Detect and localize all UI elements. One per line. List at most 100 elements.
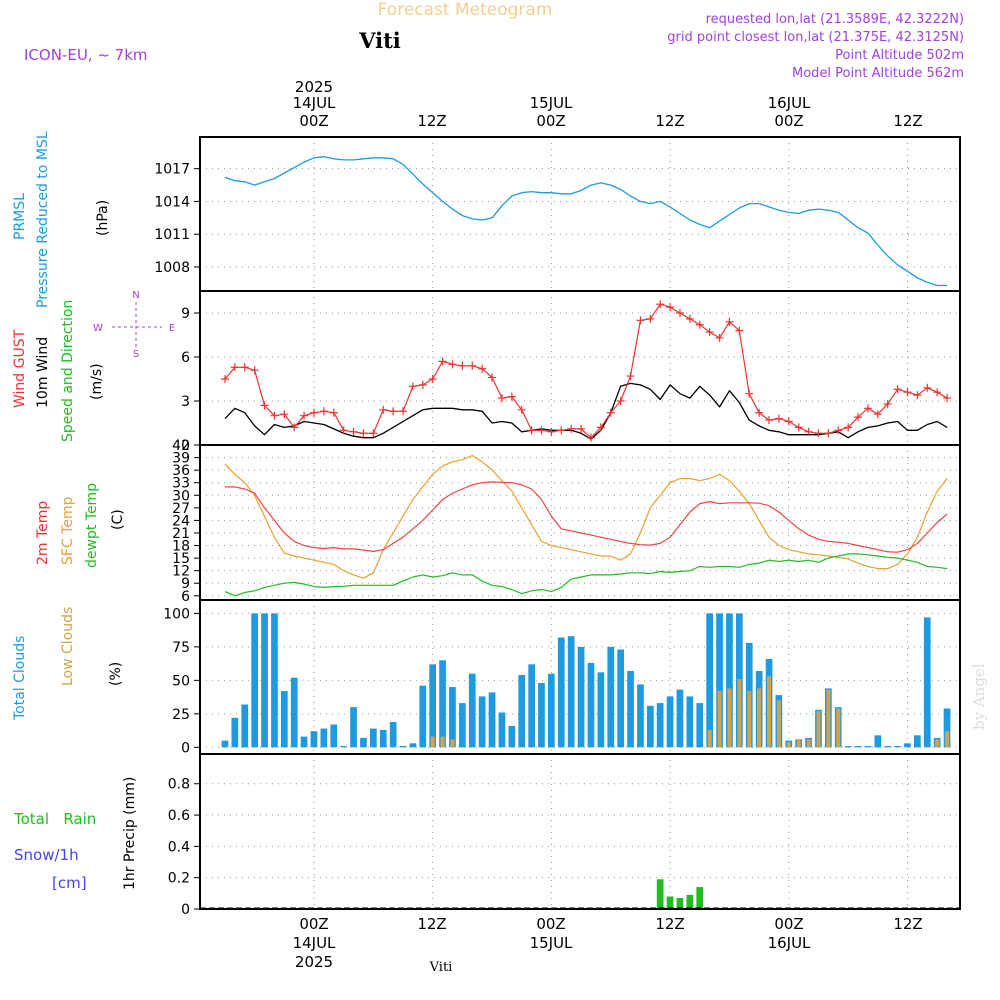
- total-cloud-bar: [884, 746, 892, 748]
- y-tick-label: 25: [172, 707, 190, 723]
- total-cloud-bar: [518, 675, 526, 748]
- wind-gust-marker: [933, 388, 942, 397]
- wind-gust-marker: [626, 372, 635, 381]
- total-cloud-bar: [271, 613, 278, 748]
- wind-gust-marker: [310, 408, 318, 417]
- bottom-day-label: 16JUL: [768, 934, 811, 952]
- low-cloud-bar: [440, 736, 445, 748]
- total-cloud-bar: [627, 671, 634, 748]
- wind-gust-marker: [448, 360, 457, 369]
- bottom-day-label: 15JUL: [530, 934, 573, 952]
- precip-bar: [696, 887, 704, 909]
- wind-gust-marker: [270, 411, 279, 420]
- low-cloud-bar: [707, 729, 712, 748]
- panel-label-dewpt-temp: dewpt Temp: [84, 483, 100, 568]
- total-cloud-bar: [904, 743, 911, 748]
- low-cloud-bar: [430, 736, 435, 748]
- wind-gust-marker: [606, 408, 615, 417]
- total-cloud-bar: [370, 728, 377, 748]
- top-time-label: 00Z: [536, 112, 565, 130]
- total-cloud-bar: [557, 637, 565, 748]
- credit-watermark: by Angel: [970, 663, 988, 730]
- low-cloud-bar: [717, 691, 722, 748]
- total-cloud-bar: [577, 646, 585, 748]
- total-cloud-bar: [360, 737, 367, 748]
- low-cloud-bar: [816, 711, 821, 748]
- chart-marks: [200, 156, 960, 909]
- total-cloud-bar: [409, 743, 417, 748]
- temperature-panel-labels: 2m Temp SFC Temp dewpt Temp (C): [35, 483, 126, 568]
- y-tick-label: 36: [172, 463, 190, 479]
- y-tick-label: 1014: [154, 194, 190, 210]
- total-cloud-bar: [647, 705, 654, 748]
- model-label: ICON-EU, ~ 7km: [24, 46, 148, 64]
- y-tick-label: 6: [181, 589, 190, 605]
- wind-gust-marker: [230, 363, 239, 372]
- total-cloud-bar: [439, 660, 446, 748]
- low-cloud-bar: [450, 739, 455, 748]
- total-cloud-bar: [943, 708, 951, 748]
- low-cloud-bar: [727, 688, 732, 748]
- wind-gust-marker: [428, 375, 437, 383]
- low-cloud-bar: [767, 676, 771, 748]
- wind-gust-marker: [250, 366, 259, 375]
- wind-gust-marker: [300, 411, 309, 420]
- y-tick-label: 0: [181, 438, 190, 454]
- wind-gust-marker: [577, 424, 586, 433]
- compass-east: E: [169, 323, 175, 334]
- total-cloud-bar: [350, 707, 357, 748]
- wind-gust-marker: [369, 429, 378, 438]
- legend-total-rain: Total Rain: [13, 810, 96, 828]
- wind-gust-marker: [586, 433, 595, 442]
- wind-gust-marker: [725, 317, 734, 326]
- top-time-axis: 2025 14JUL 00Z 12Z 15JUL 00Z 12Z 16JUL 0…: [293, 78, 923, 130]
- y-tick-label: 9: [181, 576, 190, 592]
- total-cloud-bar: [330, 724, 338, 748]
- top-time-label: 12Z: [417, 112, 446, 130]
- low-cloud-bar: [737, 679, 742, 748]
- footer-location: Viti: [429, 960, 453, 975]
- total-cloud-bar: [498, 712, 506, 748]
- total-cloud-bar: [696, 703, 704, 748]
- total-cloud-bar: [854, 746, 862, 748]
- panel-label-2m-temp: 2m Temp: [35, 501, 51, 565]
- wind-gust-marker: [517, 405, 526, 414]
- legend-snow: Snow/1h: [14, 846, 79, 864]
- total-cloud-bar: [231, 717, 239, 748]
- low-cloud-bar: [806, 739, 811, 748]
- panel-frame: [199, 753, 961, 910]
- wind-gust-marker: [636, 316, 645, 325]
- pressure-line: [224, 156, 948, 287]
- total-cloud-bar: [894, 746, 901, 748]
- top-time-label: 12Z: [893, 112, 922, 130]
- wind-gust-marker: [814, 429, 823, 438]
- panel-label-10m-wind: 10m Wind: [35, 337, 51, 408]
- total-cloud-bar: [864, 746, 872, 748]
- wind-gust-marker: [507, 392, 516, 401]
- panel-label-gust: Wind GUST: [12, 329, 28, 408]
- y-tick-label: 18: [172, 539, 190, 555]
- y-tick-label: 0.4: [168, 839, 190, 855]
- bottom-time-label: 00Z: [299, 915, 328, 933]
- panel-label-celsius: (C): [110, 509, 126, 530]
- wind-gust-marker: [824, 429, 833, 438]
- top-day-label: 16JUL: [768, 94, 811, 112]
- total-cloud-bar: [419, 685, 427, 748]
- total-cloud-bar: [706, 613, 713, 748]
- y-tick-label: 42: [172, 438, 190, 454]
- total-cloud-bar: [290, 677, 298, 748]
- grid-lines: [200, 137, 960, 910]
- wind-gust-marker: [596, 423, 605, 432]
- wind-gust-marker: [616, 397, 625, 405]
- total-cloud-bar: [874, 735, 882, 748]
- grid-point-coords: grid point closest lon,lat (21.375E, 42.…: [667, 30, 964, 45]
- wind-gust-marker: [656, 300, 665, 309]
- wind-gust-marker: [675, 309, 684, 317]
- total-cloud-bar: [488, 692, 496, 748]
- compass-south: S: [133, 349, 139, 360]
- y-tick-label: 100: [163, 606, 190, 622]
- bottom-time-axis: 00Z 14JUL 2025 12Z 00Z 15JUL 12Z 00Z 16J…: [293, 915, 923, 971]
- total-cloud-bar: [656, 703, 664, 748]
- compass-rose-icon: N S W E: [93, 290, 175, 360]
- total-cloud-bar: [261, 613, 268, 748]
